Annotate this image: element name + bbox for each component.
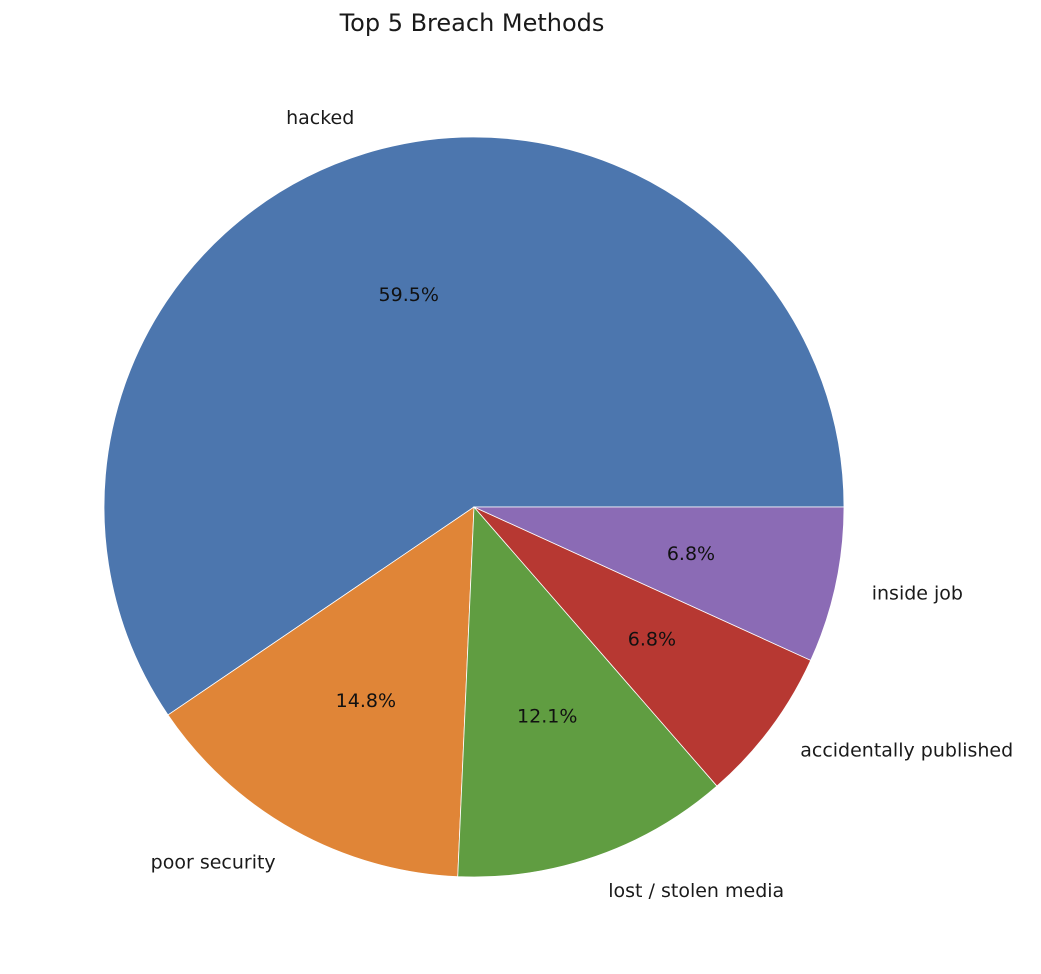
chart-title: Top 5 Breach Methods — [339, 9, 605, 37]
category-labels: hacked poor security lost / stolen media ac… — [151, 107, 1014, 902]
pie-slices — [103, 136, 845, 878]
pct-label-inside-job: 6.8% — [667, 543, 715, 565]
category-label-lost-stolen-media: lost / stolen media — [608, 880, 784, 902]
category-label-hacked: hacked — [286, 107, 354, 129]
pct-label-lost-stolen-media: 12.1% — [517, 706, 577, 728]
pct-label-hacked: 59.5% — [379, 284, 439, 306]
pct-label-poor-security: 14.8% — [336, 690, 396, 712]
percent-labels: 59.5% 14.8% 12.1% 6.8% 6.8% — [336, 284, 715, 728]
pie-slice-inside-job — [473, 506, 845, 661]
category-label-accidentally-published: accidentally published — [800, 739, 1013, 761]
pct-label-accidentally-published: 6.8% — [628, 629, 676, 651]
pie-slice-lost-stolen-media — [457, 505, 718, 878]
category-label-poor-security: poor security — [151, 851, 276, 873]
pie-slice-hacked — [103, 136, 845, 716]
category-label-inside-job: inside job — [872, 582, 963, 604]
pie-slice-accidentally-published — [473, 506, 812, 787]
pie-slice-poor-security — [167, 506, 475, 878]
